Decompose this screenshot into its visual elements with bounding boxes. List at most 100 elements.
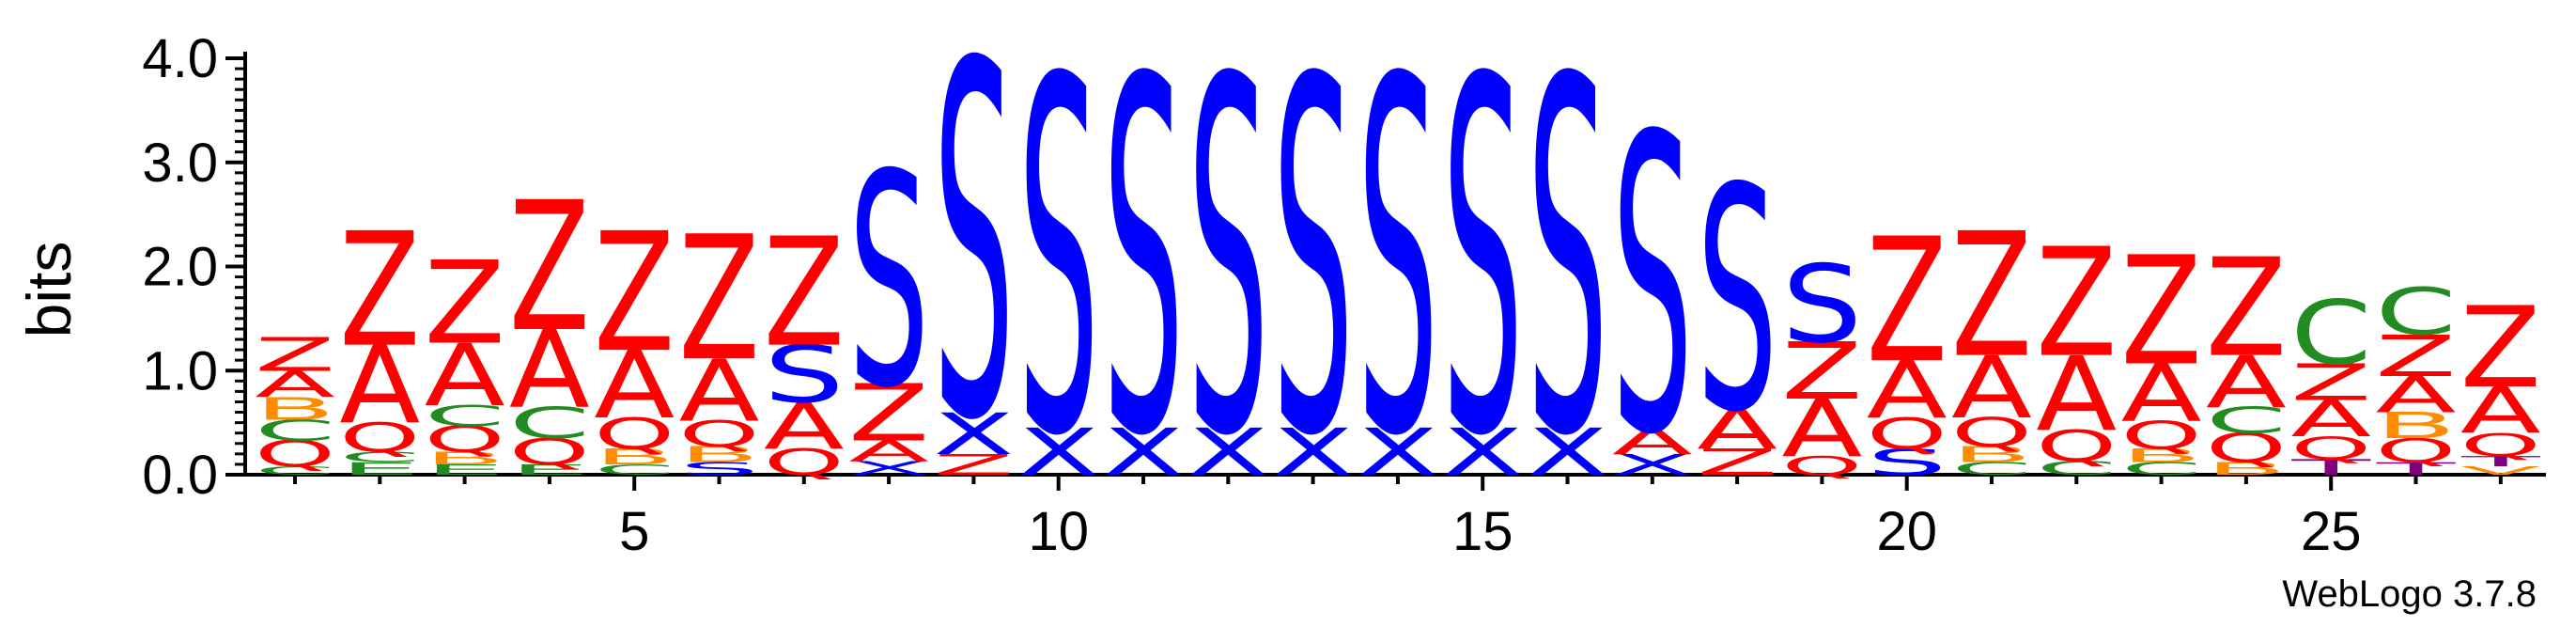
residue-Z: Z xyxy=(2376,323,2457,390)
residue-Z: Z xyxy=(848,368,929,460)
residue-C: C xyxy=(255,415,335,447)
residue-X: X xyxy=(848,458,929,479)
residue-S: S xyxy=(1697,122,1777,479)
residue-A: A xyxy=(1697,396,1777,462)
residue-A: A xyxy=(425,325,505,425)
y-axis-label: bits xyxy=(14,242,84,338)
residue-Z: Z xyxy=(1951,196,2032,396)
x-axis: 5 10 15 20 25 xyxy=(245,473,2546,562)
residue-X: X xyxy=(1103,415,1184,490)
residue-C: C xyxy=(255,464,335,478)
residue-A: A xyxy=(679,341,760,441)
residue-A: A xyxy=(848,434,929,468)
residue-A: A xyxy=(1612,421,1693,462)
residue-Q: Q xyxy=(679,414,760,455)
residue-A: A xyxy=(2376,366,2457,424)
residue-Q: Q xyxy=(2036,421,2117,471)
weblogo-credit: WebLogo 3.7.8 xyxy=(2282,573,2537,615)
residue-Q: Q xyxy=(255,433,335,475)
glyph-stacks: CQCBAZECQAZEBQCAZEQCAZCBQAZSBQAZQASZXAZS… xyxy=(255,0,2541,542)
residue-T: T xyxy=(2460,453,2541,470)
logo-column-16: XS xyxy=(1528,0,1608,542)
residue-C: C xyxy=(2121,459,2202,478)
y-tick-label: 2.0 xyxy=(142,237,218,298)
residue-Q: Q xyxy=(425,419,505,461)
residue-C: C xyxy=(2290,281,2371,384)
residue-B: B xyxy=(2206,459,2287,478)
residue-Q: Q xyxy=(1781,451,1862,481)
x-tick-label: 5 xyxy=(619,501,649,562)
residue-X: X xyxy=(1187,415,1268,490)
residue-Z: Z xyxy=(339,199,420,382)
residue-S: S xyxy=(1442,0,1523,542)
residue-S: S xyxy=(1612,51,1693,524)
logo-column-13: XS xyxy=(1273,0,1354,542)
residue-S: S xyxy=(764,329,845,420)
y-tick-label: 3.0 xyxy=(142,133,218,194)
residue-A: A xyxy=(2460,373,2541,448)
residue-X: X xyxy=(1358,415,1438,490)
x-tick-label: 25 xyxy=(2301,501,2362,562)
logo-column-17: XAS xyxy=(1612,51,1693,524)
residue-B: B xyxy=(1951,443,2032,468)
residue-A: A xyxy=(1951,337,2032,437)
residue-B: B xyxy=(2376,405,2457,447)
residue-Q: Q xyxy=(764,442,845,483)
residue-B: B xyxy=(425,448,505,468)
residue-X: X xyxy=(933,401,1014,468)
logo-column-11: XS xyxy=(1103,0,1184,542)
residue-A: A xyxy=(594,331,675,439)
residue-Q: Q xyxy=(2121,414,2202,459)
residue-Q: Q xyxy=(1867,409,1948,459)
residue-Z: Z xyxy=(1697,442,1777,483)
residue-Z: Z xyxy=(2290,353,2371,412)
residue-S: S xyxy=(1528,0,1608,542)
residue-S: S xyxy=(1867,442,1948,483)
residue-A: A xyxy=(2036,335,2117,454)
residue-Z: Z xyxy=(1781,326,1862,417)
residue-Z: Z xyxy=(2121,225,2202,400)
residue-S: S xyxy=(1187,0,1268,542)
residue-C: C xyxy=(509,399,590,448)
residue-Z: Z xyxy=(1867,201,1948,400)
residue-Q: Q xyxy=(509,431,590,473)
residue-T: T xyxy=(2375,459,2456,478)
residue-Q: Q xyxy=(2290,431,2371,467)
residue-Q: Q xyxy=(339,415,420,462)
x-axis-ticks: 5 10 15 20 25 xyxy=(293,475,2503,562)
x-tick-label: 10 xyxy=(1028,501,1089,562)
y-axis-ticks: 0.0 1.0 2.0 3.0 4.0 xyxy=(142,28,245,506)
residue-S: S xyxy=(1103,0,1184,542)
residue-B: B xyxy=(594,445,675,470)
residue-Q: Q xyxy=(1951,410,2032,457)
residue-Z: Z xyxy=(425,237,505,370)
logo-column-10: XS xyxy=(1018,0,1099,542)
residue-S: S xyxy=(679,459,760,478)
residue-A: A xyxy=(2121,349,2202,440)
x-tick-label: 15 xyxy=(1452,501,1513,562)
residue-B: B xyxy=(2121,446,2202,467)
residue-C: C xyxy=(594,462,675,478)
residue-X: X xyxy=(1018,415,1099,490)
y-axis: 0.0 1.0 2.0 3.0 4.0 xyxy=(142,28,247,506)
residue-A: A xyxy=(339,324,420,448)
logo-column-14: XS xyxy=(1358,0,1438,542)
residue-Q: Q xyxy=(2206,425,2287,472)
residue-Z: Z xyxy=(509,164,590,371)
residue-Q: Q xyxy=(2376,432,2457,470)
residue-S: S xyxy=(848,111,929,452)
residue-S: S xyxy=(1358,0,1438,542)
residue-X: X xyxy=(1273,415,1354,490)
